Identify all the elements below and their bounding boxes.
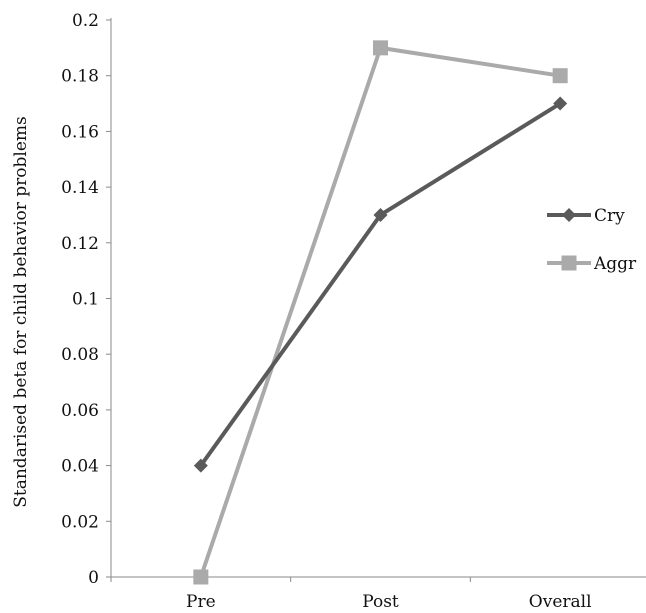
- x-axis: Pre Post Overall: [110, 577, 592, 612]
- data-point-cry: [373, 207, 388, 222]
- series-line-cry: [198, 101, 563, 468]
- series-layer: [193, 40, 568, 585]
- y-tick-label: 0.02: [61, 512, 99, 532]
- x-tick-label: Post: [362, 592, 399, 612]
- y-tick-label: 0.18: [61, 67, 99, 87]
- legend-marker-aggr: [561, 255, 577, 271]
- y-tick-label: 0.12: [61, 234, 99, 254]
- y-axis-title: Standarised beta for child behavior prob…: [11, 116, 31, 508]
- y-tick-label: 0: [88, 568, 99, 588]
- y-tick-label: 0.08: [61, 345, 99, 365]
- plot-area: [110, 18, 646, 578]
- series-line-aggr: [198, 45, 563, 579]
- legend-marker-cry: [562, 208, 576, 222]
- y-tick-label: 0.2: [72, 11, 99, 31]
- x-tick-label: Pre: [186, 592, 216, 612]
- y-tick-label: 0.14: [61, 178, 99, 198]
- data-point-cry: [193, 458, 208, 473]
- data-point-cry: [553, 96, 568, 111]
- data-point-aggr: [373, 40, 388, 56]
- x-tick-label: Overall: [529, 592, 592, 612]
- legend: Cry Aggr: [547, 206, 637, 274]
- y-tick-label: 0.1: [72, 290, 99, 310]
- y-tick-label: 0.04: [61, 457, 99, 477]
- y-axis: 0 0.02 0.04 0.06 0.08 0.1 0.12 0.14 0.16 0.18 0.2: [61, 11, 111, 588]
- legend-label-cry: Cry: [594, 206, 625, 226]
- y-tick-label: 0.16: [61, 122, 99, 142]
- legend-label-aggr: Aggr: [593, 254, 637, 274]
- y-tick-label: 0.06: [61, 401, 99, 421]
- data-point-aggr: [552, 68, 568, 84]
- data-point-aggr: [193, 569, 209, 585]
